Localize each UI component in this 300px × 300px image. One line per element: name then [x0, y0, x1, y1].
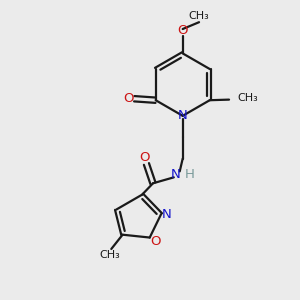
- Text: O: O: [177, 24, 188, 37]
- Text: N: N: [178, 109, 188, 122]
- Text: O: O: [139, 151, 149, 164]
- Text: N: N: [162, 208, 172, 221]
- Text: CH₃: CH₃: [99, 250, 120, 260]
- Text: O: O: [124, 92, 134, 105]
- Text: H: H: [185, 169, 195, 182]
- Text: CH₃: CH₃: [189, 11, 209, 21]
- Text: CH₃: CH₃: [237, 93, 258, 103]
- Text: N: N: [171, 169, 181, 182]
- Text: O: O: [150, 235, 160, 248]
